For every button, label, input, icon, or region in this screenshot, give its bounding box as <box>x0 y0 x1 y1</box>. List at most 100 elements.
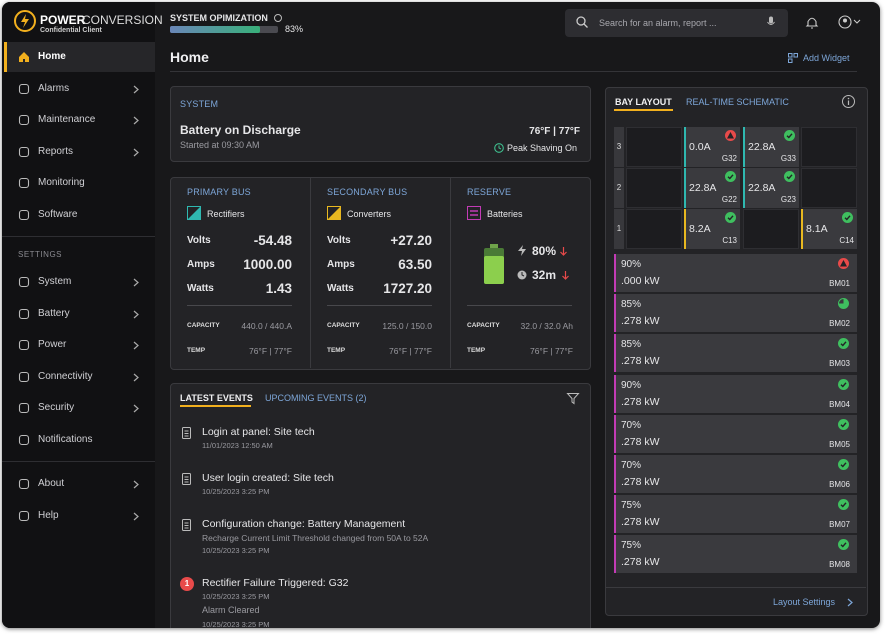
events-tab-active[interactable]: LATEST EVENTS <box>180 393 253 403</box>
module-id: BM03 <box>829 359 850 369</box>
event-icon <box>182 427 191 439</box>
battery-module[interactable] <box>614 374 857 413</box>
nav-label: Battery <box>38 307 70 319</box>
status-icon <box>725 130 736 141</box>
module-id: BM01 <box>829 279 850 288</box>
capacity-value: 32.0 / 32.0 Ah <box>520 321 573 331</box>
events-tab[interactable]: UPCOMING EVENTS (2) <box>265 393 367 403</box>
empty-bay <box>801 168 857 208</box>
battery-module[interactable] <box>614 294 857 333</box>
empty-bay <box>626 127 682 167</box>
nav-icon <box>18 371 30 382</box>
capacity-label: CAPACITY <box>327 322 360 329</box>
status-icon <box>838 539 849 551</box>
bay-tab[interactable]: REAL-TIME SCHEMATIC <box>686 97 789 107</box>
user-icon <box>838 15 861 29</box>
battery-module[interactable] <box>614 495 857 534</box>
layout-settings[interactable]: Layout Settings <box>773 597 836 607</box>
info-icon <box>842 95 855 108</box>
metric-label: Volts <box>327 235 351 246</box>
bus-heading: PRIMARY BUS <box>187 187 251 197</box>
bay-id: C13 <box>722 236 737 245</box>
bus-card <box>170 177 591 370</box>
status-icon <box>838 459 849 470</box>
reserve-runtime: 32m <box>532 268 557 282</box>
bay-tab-active[interactable]: BAY LAYOUT <box>615 97 672 107</box>
chevron <box>133 373 139 382</box>
module-id: BM04 <box>829 399 850 409</box>
brand-conversion: CONVERSION <box>82 13 163 27</box>
add-widget[interactable]: Add Widget <box>803 53 850 63</box>
temp-label: TEMP <box>187 347 206 354</box>
system-temps: 76°F | 77°F <box>529 126 580 137</box>
widget-icon <box>788 53 798 63</box>
nav-label: Maintenance <box>38 114 96 126</box>
chevron <box>133 85 139 94</box>
optimization-value: 83% <box>285 24 304 34</box>
event-icon <box>182 519 191 531</box>
bay-id: G32 <box>721 154 737 163</box>
nav-icon <box>18 403 30 414</box>
divider <box>2 236 155 237</box>
module-id: BM06 <box>829 480 850 489</box>
metric-label: Watts <box>327 283 354 294</box>
empty-bay <box>626 209 682 249</box>
bell-icon <box>805 17 819 29</box>
source-icon <box>467 206 481 220</box>
event-date: 10/25/2023 3:25 PM <box>202 546 270 555</box>
chevron <box>133 404 139 413</box>
battery-module[interactable] <box>614 535 857 574</box>
status-icon <box>784 171 795 182</box>
capacity-label: CAPACITY <box>187 322 220 329</box>
sidebar: POWER CONVERSION Confidential Client Home Al… <box>2 2 163 628</box>
nav-label: Monitoring <box>38 177 85 189</box>
bay-id: G22 <box>721 195 737 204</box>
system-mode: Peak Shaving On <box>507 143 578 153</box>
nav-label: Notifications <box>38 434 93 445</box>
status-icon <box>725 171 736 182</box>
battery-module[interactable] <box>614 254 857 292</box>
chevron <box>133 148 139 157</box>
page-title: Home <box>170 49 209 65</box>
module-soc: 90% <box>621 259 642 270</box>
nav-label: Security <box>38 402 75 414</box>
event-icon <box>182 473 191 485</box>
system-heading: SYSTEM <box>180 99 219 109</box>
metric-label: Amps <box>327 259 355 270</box>
status-icon <box>784 130 795 141</box>
nav-item[interactable] <box>4 42 155 72</box>
settings-heading: SETTINGS <box>18 250 63 259</box>
battery-module[interactable] <box>614 414 857 453</box>
search-box[interactable] <box>565 9 788 37</box>
battery-module[interactable] <box>614 334 857 373</box>
metric-value: +27.20 <box>390 233 432 248</box>
event-title: User login created: Site tech <box>202 472 334 484</box>
bay-current: 22.8A <box>689 182 717 194</box>
nav-label: Software <box>38 209 78 220</box>
nav-icon <box>18 510 30 521</box>
chevron <box>133 341 139 350</box>
empty-bay <box>801 127 857 167</box>
row-label-bg <box>614 127 624 167</box>
battery-module[interactable] <box>614 455 857 493</box>
capacity-value: 125.0 / 150.0 <box>382 321 432 331</box>
bay-current: 8.1A <box>806 223 828 235</box>
system-started: Started at 09:30 AM <box>180 140 260 150</box>
nav-icon <box>18 146 30 157</box>
module-soc: 85% <box>621 299 642 311</box>
chevron <box>133 512 139 521</box>
chevron <box>847 598 853 607</box>
nav-icon <box>18 209 30 221</box>
nav-icon <box>18 178 30 189</box>
module-power: .278 kW <box>621 476 660 488</box>
status-icon <box>838 378 849 390</box>
alarm-badge-bg <box>180 577 194 591</box>
capacity-label: CAPACITY <box>467 322 500 329</box>
reserve-source: Batteries <box>487 209 523 219</box>
row-label-bg <box>614 168 624 208</box>
chevron <box>133 310 139 319</box>
nav-label: Help <box>38 509 59 521</box>
temp-value: 76°F | 77°F <box>388 346 432 356</box>
status-icon <box>838 258 849 269</box>
mode-icon <box>494 143 504 153</box>
